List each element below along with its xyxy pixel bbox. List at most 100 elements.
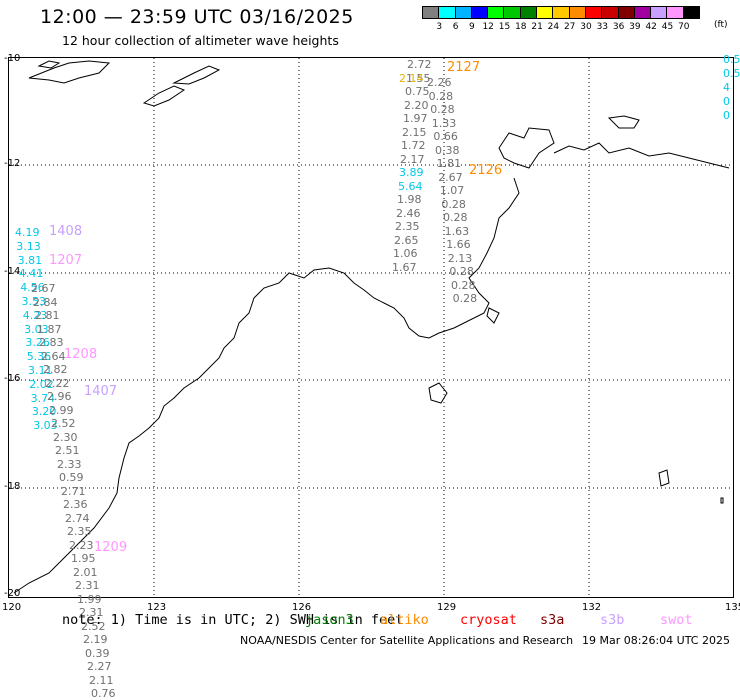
wave-height-value: 2.84 — [33, 295, 58, 309]
wave-height-value: 0.5 — [723, 53, 740, 66]
color-scale-cell — [438, 6, 456, 19]
wave-height-value: 1.67 — [392, 260, 417, 274]
wave-height-value: 2.31 — [79, 606, 104, 619]
wave-height-value: 1.87 — [37, 322, 62, 336]
wave-height-value: 0.38 — [435, 143, 460, 157]
wave-height-value: 1.97 — [403, 112, 428, 125]
map-title: 12:00 — 23:59 UTC 03/16/2025 — [40, 6, 354, 28]
wave-height-value: 2.27 — [87, 660, 112, 673]
pass-label: 1408 — [49, 224, 83, 239]
color-scale-cell — [601, 6, 619, 19]
wave-height-value: 4.23 — [22, 308, 48, 322]
wave-height-value: 2.30 — [53, 430, 78, 444]
wave-height-value: 0.76 — [91, 687, 116, 700]
wave-height-value: 2.15 — [402, 125, 427, 139]
wave-height-value: 4.56 — [20, 281, 45, 295]
coastline-map — [9, 58, 733, 597]
wave-height-value: 0.28 — [443, 211, 468, 224]
satellite-legend-item: jason3 — [305, 612, 354, 628]
satellite-legend-item: s3a — [540, 612, 565, 628]
wave-height-value: 0.28 — [441, 197, 466, 211]
wave-height-value: 3.81 — [17, 253, 43, 267]
lon-label: 120 — [2, 602, 22, 613]
wave-height-value: 2.65 — [394, 233, 419, 247]
pass-label: 2126 — [469, 163, 503, 178]
wave-height-value: 3.03 — [24, 322, 49, 336]
wave-height-value: 2.23 — [69, 538, 94, 552]
wave-height-value: 0.75 — [405, 85, 430, 98]
wave-height-value: 1.81 — [436, 157, 462, 170]
color-scale-cell — [519, 6, 538, 19]
wave-height-value: 0.28 — [428, 89, 454, 103]
wave-height-value: 2.19 — [83, 633, 108, 646]
wave-height-value: 2.83 — [39, 336, 64, 349]
color-scale-cell — [487, 6, 505, 19]
lat-label: -14 — [4, 266, 21, 277]
wave-height-value: 2.67 — [31, 282, 56, 295]
color-scale-cell — [454, 6, 472, 19]
wave-height-value: 0.28 — [449, 265, 474, 278]
wave-height-value: 2.01 — [73, 565, 98, 579]
wave-height-value: 2.71 — [61, 484, 86, 498]
wave-height-value: 4.41 — [18, 267, 44, 281]
color-scale-tick-label: 70 — [678, 22, 690, 32]
color-scale-cell — [682, 6, 701, 19]
wave-height-value: 0.59 — [59, 471, 84, 484]
wave-height-value: 0.66 — [433, 130, 458, 143]
color-scale-tick-label: 36 — [612, 22, 625, 32]
wave-height-value: 2.67 — [438, 170, 463, 184]
wave-height-value: 4.19 — [15, 226, 40, 239]
wave-height-value: 1.66 — [446, 238, 471, 251]
wave-height-value: 0.28 — [451, 278, 476, 292]
lon-label: 129 — [437, 602, 457, 613]
pass-label: 2127 — [447, 60, 481, 75]
wave-height-value: 2.22 — [45, 376, 70, 390]
color-scale-cell — [503, 6, 521, 19]
color-scale-cell — [536, 6, 554, 19]
wave-height-value: 1.99 — [77, 592, 102, 606]
wave-height-value: 2.02 — [29, 377, 54, 391]
wave-height-value: 1.33 — [431, 116, 457, 130]
wave-height-value: 2.96 — [47, 390, 72, 403]
lon-label: 126 — [292, 602, 312, 613]
color-scale-tick-label: 3 — [436, 22, 443, 32]
color-scale-bar — [422, 6, 701, 19]
lat-label: -18 — [4, 481, 21, 492]
color-scale-tick-label: 30 — [580, 22, 592, 32]
wave-height-value: 2.17 — [400, 152, 425, 166]
color-scale-cell — [650, 6, 668, 19]
wave-height-value: 2.31 — [75, 579, 100, 592]
wave-height-value: 1.07 — [439, 184, 465, 197]
wave-height-value: 1.72 — [401, 139, 426, 152]
wave-height-value: 3.11 — [28, 364, 53, 377]
wave-height-value: 2.51 — [55, 444, 80, 457]
wave-height-value: 2.64 — [41, 349, 66, 363]
color-scale-cell — [584, 6, 603, 19]
color-scale-cell — [470, 6, 489, 19]
map-subtitle: 12 hour collection of altimeter wave hei… — [62, 33, 339, 48]
wave-height-value: 2.35 — [395, 220, 420, 233]
color-scale-tick-label: 39 — [629, 22, 641, 32]
color-scale-tick-label: 45 — [661, 22, 674, 32]
color-scale-cell — [552, 6, 570, 19]
wave-height-value: 2.99 — [49, 403, 74, 417]
satellite-legend-item: altiko — [380, 612, 429, 628]
wave-height-value: 1.06 — [393, 247, 418, 260]
wave-height-value: 0 — [723, 109, 730, 122]
color-scale-labels: 3 6 9 12 15 18 21 24 27 30 33 36 39 42 45 70 — [422, 22, 732, 34]
wave-height-value: 3.89 — [399, 166, 424, 179]
wave-height-value: 5.64 — [398, 179, 423, 193]
color-scale-tick-label: 33 — [596, 22, 609, 32]
wave-height-value: 1.63 — [444, 224, 470, 238]
color-scale-cell — [617, 6, 635, 19]
color-scale-tick-label: 24 — [547, 22, 560, 32]
pass-label: 1207 — [49, 253, 83, 268]
wave-height-value: 2.20 — [404, 98, 429, 112]
map-frame: -10 -12 -14 -16 -18 -20 120 123 126 129 … — [2, 53, 740, 700]
color-scale-tick-label: 18 — [515, 22, 527, 32]
wave-height-value: 2.11 — [89, 673, 114, 687]
lat-label: -16 — [4, 373, 21, 384]
wave-height-value: 2.52 — [81, 619, 106, 633]
wave-height-value: 1.55 — [406, 71, 431, 85]
wave-height-value: 3.13 — [16, 239, 41, 253]
